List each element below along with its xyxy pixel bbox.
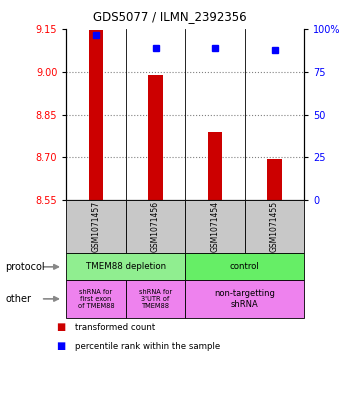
Text: GSM1071454: GSM1071454 [210, 201, 220, 252]
Text: other: other [5, 294, 31, 304]
Text: TMEM88 depletion: TMEM88 depletion [86, 263, 166, 271]
Bar [148, 75, 163, 200]
Text: ■: ■ [56, 341, 65, 351]
Text: protocol: protocol [5, 262, 45, 272]
Text: GDS5077 / ILMN_2392356: GDS5077 / ILMN_2392356 [93, 10, 247, 23]
Text: GSM1071456: GSM1071456 [151, 201, 160, 252]
Text: shRNA for
3'UTR of
TMEM88: shRNA for 3'UTR of TMEM88 [139, 289, 172, 309]
Text: shRNA for
first exon
of TMEM88: shRNA for first exon of TMEM88 [78, 289, 114, 309]
Text: control: control [230, 263, 260, 271]
Bar [208, 132, 222, 200]
Text: GSM1071457: GSM1071457 [91, 201, 101, 252]
Bar [89, 30, 103, 200]
Text: GSM1071455: GSM1071455 [270, 201, 279, 252]
Text: non-targetting
shRNA: non-targetting shRNA [214, 289, 275, 309]
Text: transformed count: transformed count [75, 323, 155, 332]
Text: ■: ■ [56, 322, 65, 332]
Text: percentile rank within the sample: percentile rank within the sample [75, 342, 220, 351]
Bar [267, 158, 282, 200]
